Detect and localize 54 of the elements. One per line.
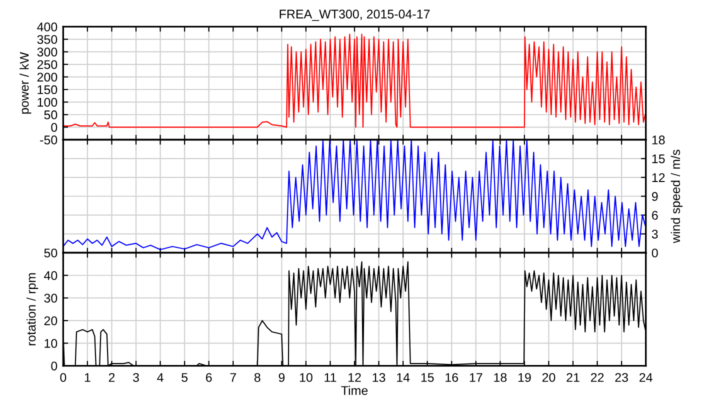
y-tick-label: 300	[37, 48, 58, 56]
y2-tick-label: 15	[652, 154, 665, 164]
x-tick-label: 16	[446, 373, 458, 382]
x-tick-label: 18	[494, 373, 507, 382]
y-tick-label: 10	[44, 338, 58, 348]
x-tick-label: 13	[372, 373, 386, 382]
y-tick-label: 400	[37, 22, 58, 32]
y-tick-label: 0	[51, 122, 58, 132]
x-tick-label: 4	[157, 373, 164, 382]
y-tick-label: 40	[44, 271, 58, 280]
y-tick-label: -50	[40, 136, 58, 144]
x-tick-label: 1	[84, 373, 90, 382]
y-tick-label: 50	[44, 110, 58, 120]
y2-tick-label: 18	[652, 136, 665, 144]
x-tick-label: 12	[348, 373, 361, 382]
x-tick-label: 23	[615, 373, 628, 382]
y2-tick-label: 3	[652, 230, 658, 239]
y2-tick-label: 0	[652, 248, 658, 258]
y2-axis-title: wind speed / m/s	[670, 150, 683, 244]
x-tick-label: 17	[470, 373, 482, 382]
y-tick-label: 20	[44, 316, 58, 326]
y-tick-label: 0	[51, 362, 58, 370]
x-axis-title: Time	[341, 386, 368, 395]
x-tick-label: 21	[566, 373, 580, 382]
y2-tick-label: 12	[652, 173, 665, 182]
x-tick-label: 14	[397, 373, 410, 382]
x-tick-label: 22	[590, 373, 604, 382]
x-tick-label: 2	[108, 373, 115, 382]
x-tick-label: 6	[206, 373, 212, 382]
y2-tick-label: 9	[652, 192, 658, 201]
y-axis-title: rotation / rpm	[26, 273, 38, 346]
x-tick-label: 3	[133, 373, 139, 382]
y-tick-label: 30	[44, 294, 58, 303]
x-tick-label: 15	[421, 373, 434, 382]
x-tick-label: 24	[640, 373, 652, 382]
x-tick-label: 9	[278, 373, 285, 382]
x-tick-label: 10	[300, 373, 312, 382]
y-tick-label: 200	[37, 72, 58, 82]
line-series	[63, 34, 646, 128]
x-tick-label: 19	[518, 373, 531, 382]
y-tick-label: 100	[38, 98, 58, 107]
x-tick-label: 7	[230, 373, 236, 382]
x-tick-label: 20	[542, 373, 556, 382]
x-tick-label: 0	[60, 373, 66, 382]
y-tick-label: 250	[37, 60, 58, 70]
x-tick-label: 5	[182, 373, 188, 382]
y-tick-label: 350	[37, 35, 58, 44]
y-tick-label: 50	[44, 248, 58, 258]
x-tick-label: 11	[324, 373, 336, 382]
y-tick-label: 150	[38, 85, 58, 94]
x-tick-label: 8	[254, 373, 260, 382]
chart-title: FREA_WT300, 2015-04-17	[280, 10, 430, 21]
y2-tick-label: 6	[652, 210, 658, 220]
y-axis-title: power / kW	[20, 52, 32, 114]
